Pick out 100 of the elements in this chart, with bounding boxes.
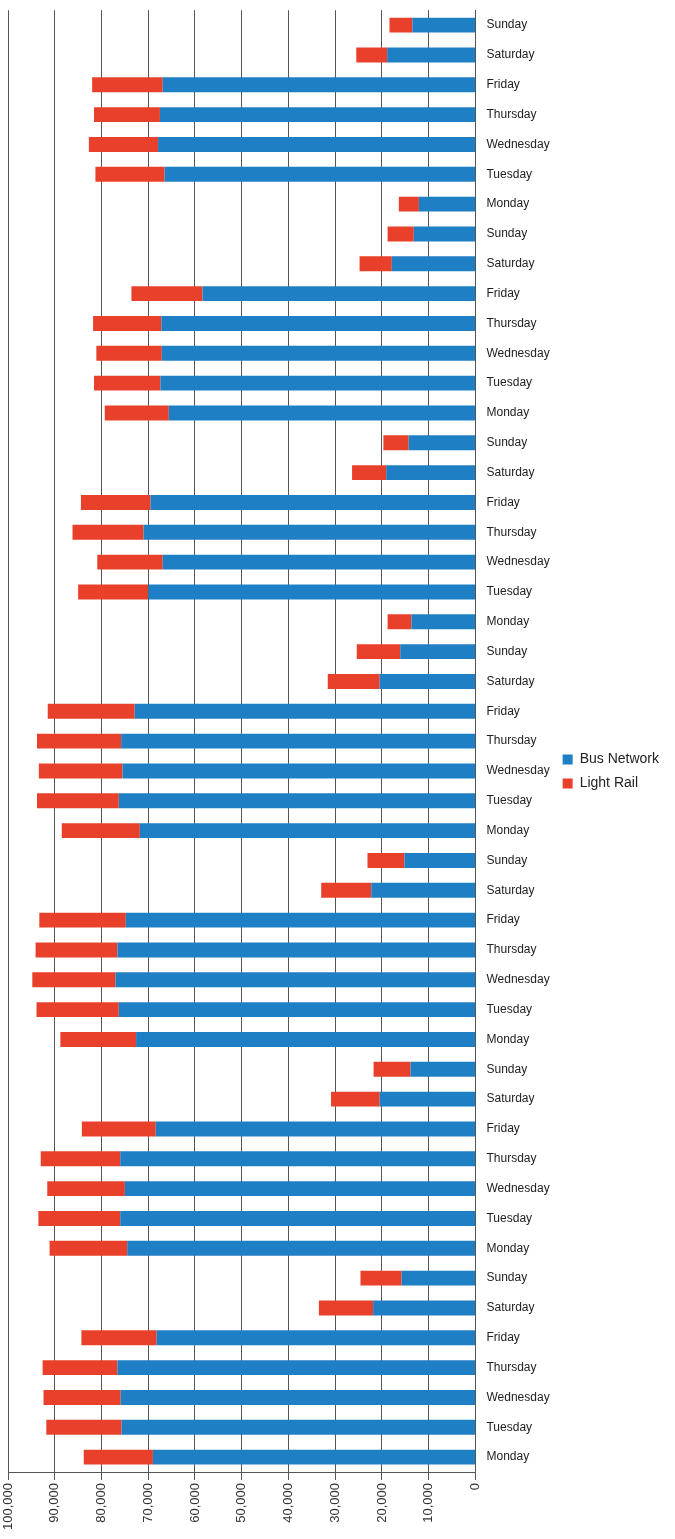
y-tick-label: Sunday: [486, 17, 528, 32]
bar: [408, 435, 475, 451]
bar: [148, 584, 475, 600]
y-tick-label: Saturday: [486, 464, 535, 479]
bar: [387, 226, 414, 242]
bar: [39, 912, 126, 928]
y-tick-label: Wednesday: [486, 972, 550, 987]
bar: [131, 286, 203, 302]
bar: [161, 345, 475, 361]
y-tick-label: Friday: [486, 912, 520, 927]
bar: [164, 166, 475, 182]
bar: [387, 614, 412, 630]
y-tick-label: Tuesday: [486, 1001, 533, 1016]
bar: [81, 1121, 156, 1137]
bar: [356, 644, 401, 660]
y-tick-label: Thursday: [486, 733, 537, 748]
x-tick-label: 50,000: [233, 1483, 249, 1523]
bar: [389, 17, 413, 33]
y-tick-label: Wednesday: [486, 554, 550, 569]
bar: [398, 196, 419, 212]
y-tick-label: Monday: [486, 1449, 530, 1464]
x-tick-label: 30,000: [326, 1483, 342, 1523]
bar: [158, 136, 475, 152]
bar: [120, 1151, 475, 1167]
y-tick-label: Sunday: [486, 435, 528, 450]
y-tick-label: Thursday: [486, 315, 537, 330]
y-tick-label: Tuesday: [486, 584, 533, 599]
bar: [411, 614, 475, 630]
bar: [38, 1210, 121, 1226]
bar: [356, 47, 388, 63]
y-tick-label: Monday: [486, 614, 530, 629]
bar: [93, 315, 162, 331]
bar: [47, 703, 135, 719]
bar: [418, 196, 475, 212]
x-tick-label: 0: [467, 1483, 483, 1491]
bar: [104, 405, 169, 421]
bar: [46, 1419, 122, 1435]
x-tick-label: 10,000: [420, 1483, 436, 1523]
y-tick-label: Wednesday: [486, 1180, 550, 1195]
y-tick-label: Wednesday: [486, 136, 550, 151]
y-tick-label: Thursday: [486, 942, 537, 957]
y-tick-label: Friday: [486, 703, 520, 718]
y-tick-label: Sunday: [486, 226, 528, 241]
bar: [120, 1389, 475, 1405]
y-tick-label: Sunday: [486, 1061, 528, 1076]
y-tick-label: Thursday: [486, 106, 537, 121]
y-tick-label: Thursday: [486, 1151, 537, 1166]
bar: [60, 1031, 137, 1047]
bar: [159, 107, 475, 123]
y-tick-label: Wednesday: [486, 763, 550, 778]
bar: [83, 1449, 153, 1465]
y-tick-label: Saturday: [486, 47, 535, 62]
bar: [117, 942, 475, 958]
y-tick-label: Wednesday: [486, 1389, 550, 1404]
bar: [127, 1240, 475, 1256]
x-tick-label: 20,000: [373, 1483, 389, 1523]
bar: [43, 1389, 121, 1405]
y-tick-label: Saturday: [486, 673, 535, 688]
y-tick-label: Saturday: [486, 882, 535, 897]
bar: [162, 77, 475, 93]
bar: [125, 912, 475, 928]
bar: [373, 1300, 475, 1316]
legend-label: Bus Network: [579, 750, 660, 767]
y-tick-label: Friday: [486, 77, 520, 92]
bar: [391, 256, 475, 272]
bar: [379, 1091, 475, 1107]
bar: [412, 17, 475, 33]
x-tick-label: 100,000: [0, 1483, 15, 1531]
bar: [96, 345, 162, 361]
bar: [152, 1449, 475, 1465]
bar: [400, 644, 475, 660]
bar: [321, 882, 372, 898]
bar: [94, 375, 161, 391]
bar: [40, 1151, 121, 1167]
y-tick-label: Tuesday: [486, 166, 533, 181]
y-tick-label: Thursday: [486, 1359, 537, 1374]
bar: [97, 554, 163, 570]
bar: [352, 465, 387, 481]
y-tick-label: Tuesday: [486, 793, 533, 808]
bar: [88, 136, 159, 152]
bar: [36, 793, 119, 809]
bar: [92, 77, 163, 93]
bar: [78, 584, 149, 600]
y-tick-label: Thursday: [486, 524, 537, 539]
bar: [36, 1002, 119, 1018]
bar: [139, 823, 475, 839]
bar: [373, 1061, 411, 1077]
bar: [387, 47, 475, 63]
y-tick-label: Monday: [486, 1031, 530, 1046]
bar: [155, 1121, 475, 1137]
y-tick-label: Saturday: [486, 1300, 535, 1315]
bar: [80, 494, 151, 510]
bar: [117, 1360, 475, 1376]
y-tick-label: Monday: [486, 196, 530, 211]
bar: [32, 972, 116, 988]
bar: [94, 107, 160, 123]
y-tick-label: Tuesday: [486, 1210, 533, 1225]
bar: [136, 1031, 475, 1047]
bar: [168, 405, 475, 421]
bar: [143, 524, 475, 540]
